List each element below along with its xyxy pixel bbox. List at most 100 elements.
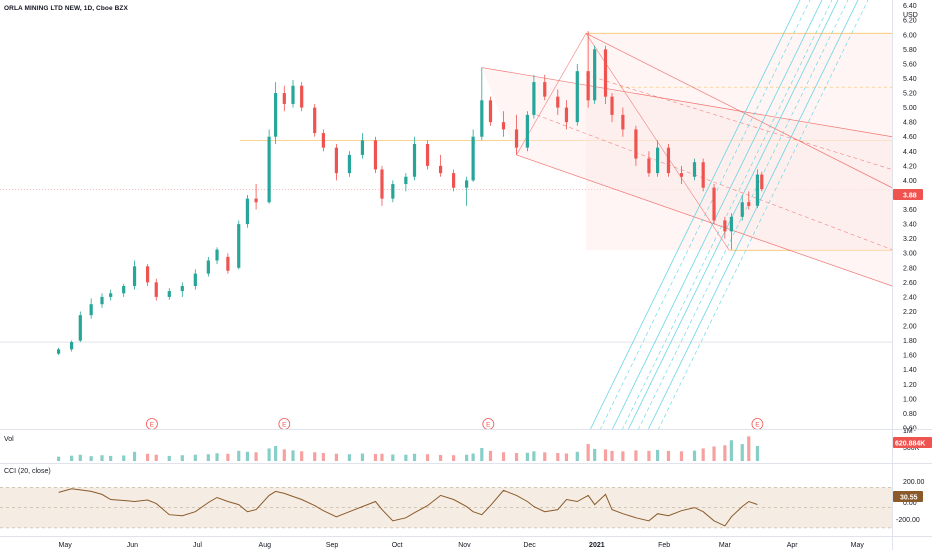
candle xyxy=(334,144,338,181)
volume-bar xyxy=(586,444,590,461)
candle-body xyxy=(679,173,684,177)
candle-body xyxy=(274,93,278,137)
candle xyxy=(70,340,74,352)
fib-fan-dashed-line xyxy=(599,0,811,431)
volume-bar xyxy=(465,454,469,461)
volume-bar xyxy=(712,446,716,461)
volume-bar xyxy=(723,445,727,461)
volume-bar xyxy=(380,453,384,461)
candle xyxy=(755,169,760,209)
candle xyxy=(712,184,716,225)
candle-body xyxy=(132,266,137,286)
currency-label: USD xyxy=(903,12,918,19)
time-tick-label: Dec xyxy=(523,542,536,549)
candle-body xyxy=(692,162,697,177)
earnings-marker[interactable]: E xyxy=(278,418,291,430)
volume-bar xyxy=(70,455,74,461)
candle xyxy=(501,111,506,137)
price-tick-label: 4.40 xyxy=(903,149,917,156)
candle-body xyxy=(425,144,430,166)
candle xyxy=(488,96,493,126)
candle-body xyxy=(321,133,325,148)
volume-bar xyxy=(291,450,295,461)
volume-bar xyxy=(575,451,579,461)
candle-body xyxy=(525,114,529,148)
candle-body xyxy=(145,266,150,283)
volume-bar xyxy=(267,448,271,461)
candle xyxy=(132,260,137,290)
volume-pane-label: Vol xyxy=(4,436,14,443)
time-tick-label: Jul xyxy=(193,542,202,549)
candle xyxy=(380,165,384,206)
volume-bar xyxy=(122,455,126,461)
candle-body xyxy=(729,216,733,232)
candle-body xyxy=(514,129,519,148)
volume-bar xyxy=(747,436,751,461)
volume-bar xyxy=(412,453,417,461)
candle-body xyxy=(712,187,716,221)
candle-body xyxy=(501,122,506,130)
volume-bar xyxy=(679,451,684,461)
volume-bar xyxy=(132,451,137,461)
price-tick-label: 2.20 xyxy=(903,309,917,316)
candle-body xyxy=(564,107,569,123)
volume-bar xyxy=(666,450,671,461)
price-tick-label: 5.00 xyxy=(903,105,917,112)
earnings-marker-label: E xyxy=(486,422,491,429)
volume-bar xyxy=(501,452,506,461)
volume-bar xyxy=(313,452,317,461)
volume-bar xyxy=(56,456,61,461)
candle-body xyxy=(634,129,638,159)
candle-body xyxy=(254,198,258,203)
earnings-marker[interactable]: E xyxy=(751,418,764,430)
candle xyxy=(471,129,475,182)
volume-bar xyxy=(556,453,560,461)
candle-body xyxy=(226,256,230,271)
last-price-tag: 3.88 xyxy=(893,189,923,200)
volume-bar xyxy=(543,452,547,461)
volume-bar xyxy=(226,453,230,461)
fib-fan-line xyxy=(589,0,801,431)
volume-bar xyxy=(347,454,352,461)
price-tick-label: 4.80 xyxy=(903,120,917,127)
volume-bar xyxy=(180,455,184,461)
cci-value-tag-bg xyxy=(893,491,923,502)
earnings-marker[interactable]: E xyxy=(146,418,158,430)
fib-fan-line xyxy=(647,0,859,431)
volume-bar xyxy=(145,453,150,461)
volume-bar xyxy=(603,449,608,461)
candle xyxy=(729,213,733,250)
pitchfork-fill xyxy=(481,67,892,287)
candle xyxy=(760,171,764,192)
cci-tick-200: 200.00 xyxy=(903,479,925,486)
time-tick-label: May xyxy=(58,542,72,549)
candle xyxy=(180,282,184,297)
candle xyxy=(300,82,304,112)
price-tick-label: 5.20 xyxy=(903,91,917,98)
volume-bar xyxy=(656,449,660,461)
candle xyxy=(740,194,744,221)
time-axis[interactable]: May Jun Jul Aug Sep Oct Nov Dec 2021 Feb Mar Apr May xyxy=(58,542,864,549)
candle-body xyxy=(723,220,727,232)
candle-body xyxy=(556,96,560,108)
fib-fan-dashed-line xyxy=(657,0,869,431)
volume-bar xyxy=(78,454,82,461)
candle-body xyxy=(701,162,705,188)
candle xyxy=(109,289,113,301)
candle xyxy=(679,165,684,185)
candle-body xyxy=(154,282,158,297)
cci-value-tag: 30.55 xyxy=(900,495,918,502)
cci-tick-0: 0.00 xyxy=(903,500,917,507)
earnings-marker[interactable]: E xyxy=(482,418,495,430)
price-tick-label: 1.00 xyxy=(903,396,917,403)
candle-body xyxy=(610,96,614,115)
candle xyxy=(321,129,325,152)
volume-bar xyxy=(254,452,258,461)
price-tick-label: 1.40 xyxy=(903,367,917,374)
candle xyxy=(514,114,519,155)
last-price-tag-bg xyxy=(893,189,923,200)
candle-body xyxy=(89,304,93,316)
candle xyxy=(100,293,104,308)
